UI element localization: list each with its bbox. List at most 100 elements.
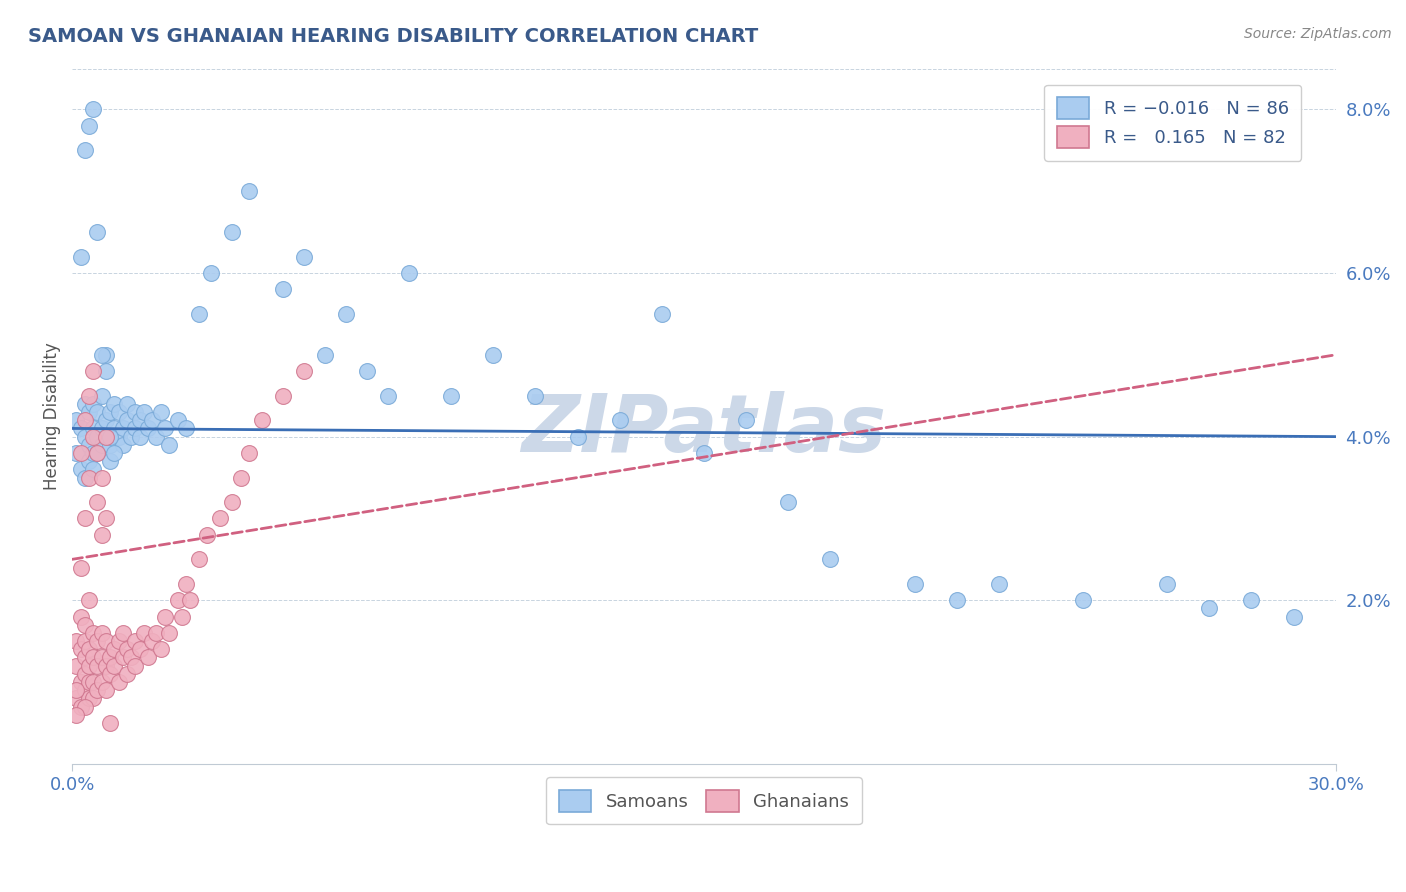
Point [153,421,176,435]
Point [124,658,146,673]
Point [145,429,167,443]
Point [94,429,117,443]
Point [69,699,91,714]
Point [65,634,87,648]
Point [166,413,188,427]
Point [73,699,96,714]
Point [86,658,108,673]
Point [221,495,243,509]
Point [482,348,505,362]
Point [174,421,197,435]
Point [111,650,134,665]
Point [124,634,146,648]
Point [1156,577,1178,591]
Point [693,446,716,460]
Point [86,429,108,443]
Point [567,429,589,443]
Point [200,266,222,280]
Point [292,250,315,264]
Point [82,626,104,640]
Point [77,119,100,133]
Point [735,413,758,427]
Point [82,675,104,690]
Point [107,405,129,419]
Point [86,225,108,239]
Point [90,389,112,403]
Point [86,405,108,419]
Point [94,413,117,427]
Point [65,446,87,460]
Point [82,462,104,476]
Point [107,675,129,690]
Point [314,348,336,362]
Legend: Samoans, Ghanaians: Samoans, Ghanaians [546,777,862,824]
Text: ZIPatlas: ZIPatlas [522,391,886,469]
Point [128,413,150,427]
Point [136,421,159,435]
Point [229,470,252,484]
Point [195,528,218,542]
Point [111,626,134,640]
Point [69,609,91,624]
Point [73,650,96,665]
Point [69,421,91,435]
Point [98,666,121,681]
Point [86,634,108,648]
Point [94,429,117,443]
Point [94,364,117,378]
Point [238,184,260,198]
Point [65,683,87,698]
Point [69,250,91,264]
Point [90,421,112,435]
Point [111,421,134,435]
Point [103,642,125,657]
Point [609,413,631,427]
Point [124,421,146,435]
Point [115,642,138,657]
Point [77,593,100,607]
Point [82,691,104,706]
Point [69,446,91,460]
Point [77,470,100,484]
Point [73,144,96,158]
Point [271,282,294,296]
Point [86,446,108,460]
Point [187,307,209,321]
Point [98,454,121,468]
Text: Source: ZipAtlas.com: Source: ZipAtlas.com [1244,27,1392,41]
Point [77,389,100,403]
Point [820,552,842,566]
Point [69,642,91,657]
Point [69,675,91,690]
Point [90,675,112,690]
Point [128,642,150,657]
Point [651,307,673,321]
Point [221,225,243,239]
Point [98,429,121,443]
Point [94,658,117,673]
Point [107,429,129,443]
Point [65,658,87,673]
Point [82,429,104,443]
Point [238,446,260,460]
Point [65,707,87,722]
Point [132,626,155,640]
Point [77,658,100,673]
Point [115,397,138,411]
Point [132,405,155,419]
Point [73,413,96,427]
Point [94,634,117,648]
Point [82,421,104,435]
Point [77,642,100,657]
Point [120,650,142,665]
Point [82,103,104,117]
Point [98,438,121,452]
Y-axis label: Hearing Disability: Hearing Disability [44,343,60,490]
Point [115,413,138,427]
Point [82,397,104,411]
Point [73,429,96,443]
Point [77,405,100,419]
Point [1240,593,1263,607]
Point [98,650,121,665]
Point [1282,609,1305,624]
